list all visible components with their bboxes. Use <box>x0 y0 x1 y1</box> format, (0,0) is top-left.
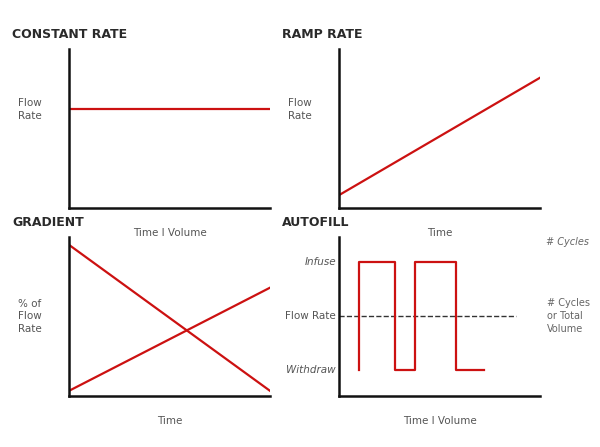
Text: AUTOFILL: AUTOFILL <box>282 216 349 229</box>
Text: # Cycles
or Total
Volume: # Cycles or Total Volume <box>547 298 590 334</box>
Text: % of
Flow
Rate: % of Flow Rate <box>18 299 42 333</box>
Text: Infuse: Infuse <box>304 257 336 267</box>
Text: Withdraw: Withdraw <box>286 365 336 375</box>
Text: Flow
Rate: Flow Rate <box>18 98 42 121</box>
Text: Time: Time <box>157 416 182 426</box>
Text: Time I Volume: Time I Volume <box>403 416 476 426</box>
Text: Time: Time <box>427 228 452 238</box>
Text: Flow Rate: Flow Rate <box>285 311 336 321</box>
Text: GRADIENT: GRADIENT <box>12 216 84 229</box>
Text: # Cycles: # Cycles <box>546 237 589 247</box>
Text: Flow
Rate: Flow Rate <box>288 98 312 121</box>
Text: CONSTANT RATE: CONSTANT RATE <box>12 28 127 41</box>
Text: RAMP RATE: RAMP RATE <box>282 28 362 41</box>
Text: Time I Volume: Time I Volume <box>133 228 206 238</box>
